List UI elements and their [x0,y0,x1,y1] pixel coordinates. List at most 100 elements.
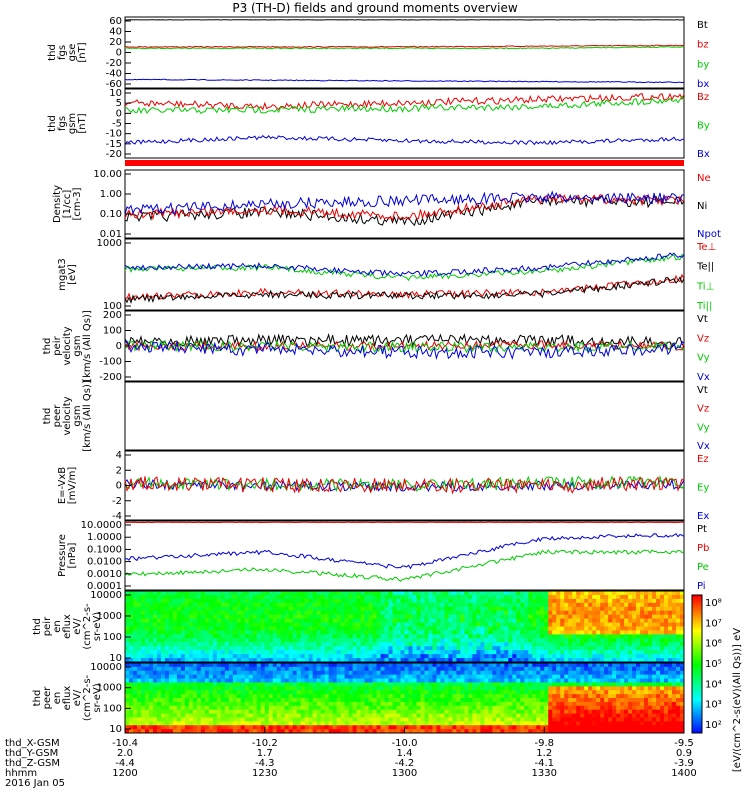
spectrogram-cell [156,713,162,718]
spectrogram-cell [384,598,390,604]
spectrogram-cell [624,642,629,647]
y-tick-label: -60 [106,79,122,90]
spectrogram-cell [364,725,370,730]
spectrogram-cell [332,705,338,711]
spectrogram-cell [224,630,230,635]
spectrogram-cell [640,618,645,624]
spectrogram-cell [392,618,398,624]
spectrogram-cell [572,713,577,718]
spectrogram-cell [332,630,338,635]
spectrogram-cell [492,650,497,655]
spectrogram-cell [380,663,386,668]
spectrogram-cell [340,634,346,639]
spectrogram-cell [392,591,398,596]
spectrogram-cell [488,663,493,668]
spectrogram-cell [608,682,613,687]
spectrogram-cell [520,678,525,683]
spectrogram-cell [312,650,318,655]
spectrogram-cell [376,670,382,676]
spectrogram-cell [556,674,561,680]
spectrogram-cell [456,650,461,655]
spectrogram-cell [332,618,338,624]
spectrogram-cell [584,674,589,680]
spectrogram-cell [448,701,453,707]
spectrogram-cell [624,591,629,596]
spectrogram-cell [184,663,190,668]
spectrogram-cell [312,666,318,672]
spectrogram-cell [408,721,413,726]
spectrogram-cell [132,717,138,722]
spectrogram-cell [392,690,398,695]
spectrogram-cell [456,630,461,635]
spectrogram-cell [376,654,382,659]
spectrogram-cell [180,717,186,722]
spectrogram-cell [160,666,166,672]
spectrogram-cell [372,626,378,631]
spectrogram-cell [352,642,358,647]
spectrogram-cell [125,674,130,680]
spectrogram-cell [468,663,473,668]
spectrogram-cell [196,717,202,722]
spectrogram-cell [352,694,358,699]
spectrogram-cell [612,622,617,627]
spectrogram-cell [244,670,250,676]
spectrogram-cell [612,610,617,616]
spectrogram-cell [424,705,429,711]
spectrogram-cell [184,598,190,604]
spectrogram-cell [132,591,138,596]
spectrogram-cell [360,646,366,651]
spectrogram-cell [652,634,657,639]
spectrogram-cell [432,666,437,672]
spectrogram-cell [608,622,613,627]
spectrogram-cell [516,663,521,668]
spectrogram-cell [344,642,350,647]
spectrogram-cell [268,646,274,651]
spectrogram-cell [188,602,194,608]
spectrogram-cell [272,682,278,687]
spectrogram-cell [160,690,166,695]
spectrogram-cell [484,690,489,695]
spectrogram-cell [496,670,501,676]
spectrogram-cell [152,602,158,608]
spectrogram-cell [412,690,417,695]
spectrogram-cell [500,721,505,726]
spectrogram-cell [380,690,386,695]
spectrogram-cell [336,650,342,655]
spectrogram-cell [536,725,541,730]
spectrogram-cell [212,642,218,647]
spectrogram-cell [584,698,589,703]
spectrogram-cell [140,626,146,631]
spectrogram-cell [392,658,398,663]
spectrogram-cell [576,721,581,726]
spectrogram-cell [380,658,386,663]
spectrogram-cell [624,650,629,655]
spectrogram-cell [424,642,429,647]
spectrogram-cell [304,630,310,635]
spectrogram-cell [672,602,677,608]
spectrogram-cell [556,622,561,627]
spectrogram-cell [384,654,390,659]
spectrogram-cell [620,622,625,627]
spectrogram-cell [220,622,226,627]
spectrogram-cell [428,626,433,631]
spectrogram-cell [540,686,545,691]
spectrogram-cell [388,663,394,668]
spectrogram-cell [428,622,433,627]
spectrogram-cell [404,630,409,635]
spectrogram-cell [444,713,449,718]
series-line-efield-2 [124,475,685,495]
spectrogram-cell [484,729,489,734]
spectrogram-cell [576,725,581,730]
spectrogram-cell [312,729,318,734]
spectrogram-cell [492,713,497,718]
spectrogram-cell [156,663,162,668]
spectrogram-cell [504,674,509,680]
spectrogram-cell [544,721,549,726]
spectrogram-cell [608,678,613,683]
spectrogram-cell [400,729,405,734]
spectrogram-cell [280,701,286,707]
spectrogram-cell [436,626,441,631]
spectrogram-cell [440,630,445,635]
spectrogram-cell [220,618,226,624]
spectrogram-cell [480,614,485,620]
